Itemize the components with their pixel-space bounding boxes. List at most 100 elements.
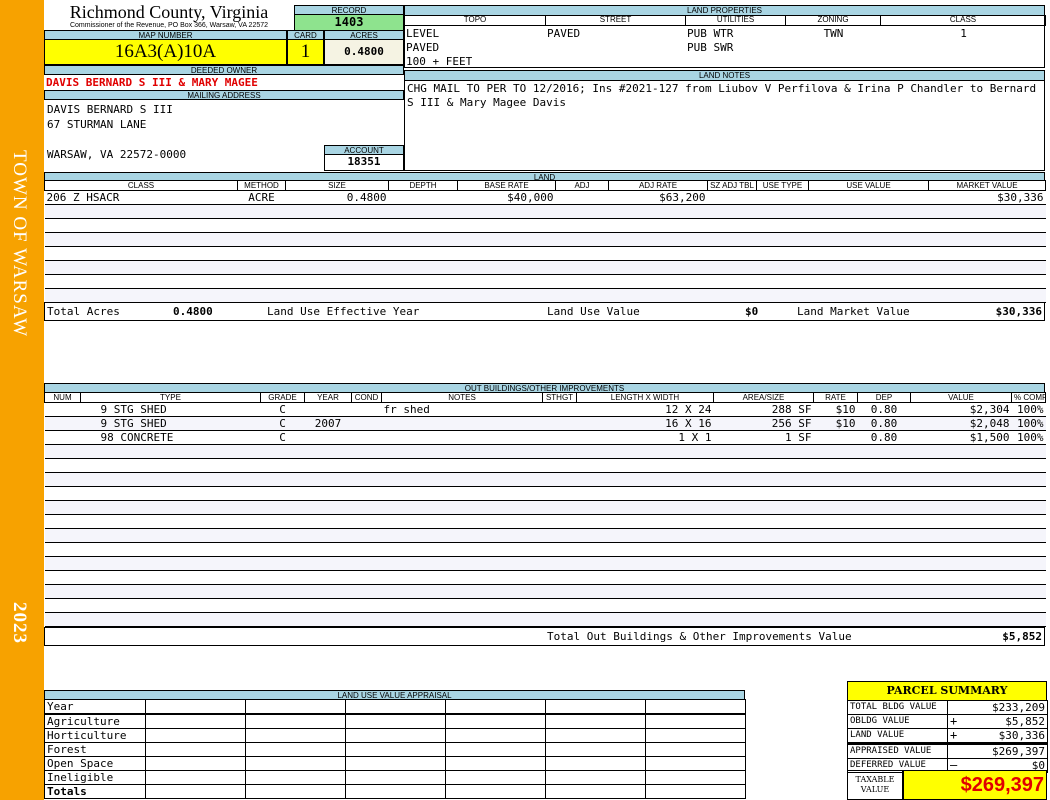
outbuilding-row — [44, 570, 1046, 585]
outbuilding-cell — [857, 570, 911, 585]
outbuilding-cell — [1011, 444, 1046, 459]
land-column-header: METHOD — [237, 180, 286, 191]
outbuilding-cell — [381, 500, 543, 515]
outbuilding-cell — [304, 472, 352, 487]
outbuilding-cell — [44, 458, 81, 473]
outbuilding-cell: $10 — [813, 416, 858, 431]
land-use-cell — [545, 770, 646, 785]
outbuilding-cell — [713, 556, 814, 571]
parcel-summary-operator: + — [947, 714, 964, 729]
outbuilding-cell: $10 — [813, 402, 858, 417]
land-cell — [756, 190, 809, 205]
land-column-header: USE TYPE — [756, 180, 809, 191]
land-use-cell — [645, 770, 746, 785]
land-cell — [555, 274, 609, 289]
outbuilding-cell — [910, 584, 1012, 599]
parcel-summary-operator — [947, 700, 964, 715]
land-use-cell — [645, 742, 746, 757]
land-cell — [388, 260, 458, 275]
land-cell — [555, 246, 609, 261]
outbuilding-cell: 288 SF — [713, 402, 814, 417]
outbuilding-cell — [813, 528, 858, 543]
land-use-cell — [245, 756, 346, 771]
record-label: RECORD — [294, 5, 404, 15]
land-use-row: Totals — [44, 784, 746, 799]
record-value: 1403 — [294, 15, 404, 31]
land-cell — [608, 246, 708, 261]
outbuilding-cell — [857, 598, 911, 613]
outbuilding-cell — [857, 444, 911, 459]
land-row — [44, 218, 1046, 233]
outbuilding-cell — [713, 542, 814, 557]
outbuilding-cell — [381, 528, 543, 543]
land-cell — [237, 260, 286, 275]
parcel-summary-label: APPRAISED VALUE — [847, 743, 948, 759]
outbuilding-cell — [351, 584, 382, 599]
outbuilding-cell — [304, 612, 352, 627]
mailing-line: 67 STURMAN LANE — [47, 118, 147, 131]
outbuilding-row: 9 STG SHED C 2007 16 X 16 256 SF $10 0.80 $2,04… — [44, 416, 1046, 431]
land-use-cell — [245, 728, 346, 743]
outbuilding-cell: 256 SF — [713, 416, 814, 431]
land-cell — [555, 260, 609, 275]
land-cell — [388, 246, 458, 261]
outbuilding-cell — [381, 514, 543, 529]
outbuilding-cell — [910, 556, 1012, 571]
outbuilding-cell: $1,500 — [910, 430, 1012, 445]
land-cell — [457, 274, 556, 289]
land-cell — [555, 218, 609, 233]
land-cell — [756, 204, 809, 219]
land-cell — [237, 218, 286, 233]
outbuilding-cell — [542, 458, 577, 473]
outbuilding-cell — [80, 584, 261, 599]
land-cell — [608, 218, 708, 233]
outbuilding-cell — [351, 486, 382, 501]
outbuilding-cell — [80, 556, 261, 571]
outbuilding-cell — [713, 472, 814, 487]
land-cell — [285, 218, 389, 233]
record-box: RECORD 1403 — [294, 5, 404, 31]
land-column-header: USE VALUE — [808, 180, 929, 191]
land-column-header: ADJ RATE — [608, 180, 708, 191]
land-cell: $63,200 — [608, 190, 708, 205]
land-use-cell — [445, 784, 546, 799]
land-cell — [808, 190, 929, 205]
outbuilding-cell — [351, 514, 382, 529]
land-use-cell — [345, 728, 446, 743]
land-use-cell — [145, 742, 246, 757]
parcel-summary-row: APPRAISED VALUE $269,397 — [847, 743, 1048, 759]
parcel-summary-table: TOTAL BLDG VALUE $233,209 OBLDG VALUE + $5,8… — [847, 700, 1048, 773]
outbuilding-cell — [542, 528, 577, 543]
parcel-summary-value: $5,852 — [963, 714, 1048, 729]
land-totals: Total Acres 0.4800 Land Use Effective Ye… — [44, 302, 1045, 321]
outbuilding-cell — [260, 472, 305, 487]
land-use-cell — [545, 756, 646, 771]
land-cell — [928, 260, 1046, 275]
account-label: ACCOUNT — [324, 145, 404, 155]
land-column-header: SZ ADJ TBL — [707, 180, 757, 191]
outbuildings-column-header: AREA/SIZE — [713, 392, 814, 403]
outbuilding-cell — [542, 444, 577, 459]
outbuilding-cell — [813, 570, 858, 585]
outbuilding-cell — [44, 430, 81, 445]
outbuildings-column-header: COND — [351, 392, 382, 403]
outbuilding-cell — [44, 598, 81, 613]
land-cell — [388, 232, 458, 247]
outbuildings-column-header: LENGTH X WIDTH — [576, 392, 714, 403]
land-use-cell — [145, 713, 246, 729]
outbuilding-cell — [576, 500, 714, 515]
outbuilding-cell — [813, 612, 858, 627]
land-cell — [555, 190, 609, 205]
land-cell — [928, 274, 1046, 289]
land-row — [44, 246, 1046, 261]
outbuilding-cell — [1011, 472, 1046, 487]
parcel-summary-title: PARCEL SUMMARY — [847, 681, 1047, 701]
outbuilding-cell — [381, 570, 543, 585]
land-cell — [707, 274, 757, 289]
land-cell — [707, 218, 757, 233]
acres-box: ACRES 0.4800 — [324, 30, 404, 65]
outbuilding-cell — [351, 416, 382, 431]
outbuilding-cell — [857, 486, 911, 501]
outbuilding-cell — [857, 458, 911, 473]
mailing-address: DAVIS BERNARD S III 67 STURMAN LANE WARS… — [44, 100, 404, 162]
